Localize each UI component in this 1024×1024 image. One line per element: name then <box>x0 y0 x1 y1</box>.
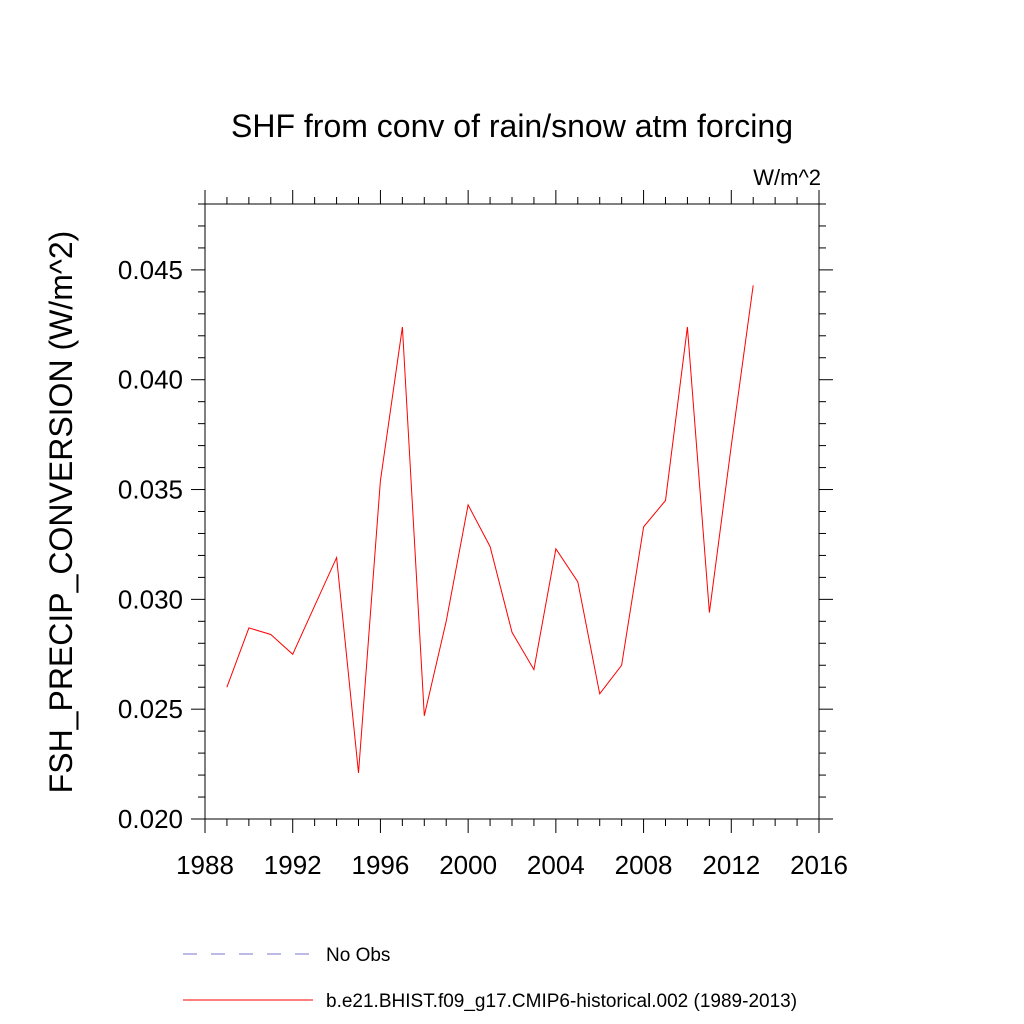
y-tick-label: 0.030 <box>118 584 183 614</box>
units-label: W/m^2 <box>753 165 821 190</box>
y-tick-label: 0.025 <box>118 694 183 724</box>
x-tick-label: 2004 <box>527 850 585 880</box>
series-line <box>226 285 754 773</box>
axis-tick-labels: 1988 1992 1996 2000 2004 2008 2012 2016 0.020 0.0… <box>118 255 848 880</box>
x-tick-label: 1996 <box>352 850 410 880</box>
x-tick-label: 1992 <box>264 850 322 880</box>
plot-frame <box>204 203 820 820</box>
legend: No Obs b.e21.BHIST.f09_g17.CMIP6-historic… <box>183 945 797 1012</box>
axis-ticks <box>191 190 833 833</box>
y-axis-label: FSH_PRECIP_CONVERSION (W/m^2) <box>43 231 79 794</box>
y-tick-label: 0.040 <box>118 365 183 395</box>
y-tick-label: 0.045 <box>118 255 183 285</box>
x-tick-label: 1988 <box>176 850 234 880</box>
y-tick-label: 0.020 <box>118 804 183 834</box>
legend-entry: No Obs <box>326 945 390 966</box>
legend-entry: b.e21.BHIST.f09_g17.CMIP6-historical.002… <box>326 991 797 1012</box>
x-tick-label: 2008 <box>615 850 673 880</box>
y-tick-label: 0.035 <box>118 475 183 505</box>
x-tick-label: 2000 <box>439 850 497 880</box>
x-tick-label: 2012 <box>702 850 760 880</box>
chart-title: SHF from conv of rain/snow atm forcing <box>231 108 793 144</box>
series-layer <box>226 285 754 773</box>
x-tick-label: 2016 <box>790 850 848 880</box>
